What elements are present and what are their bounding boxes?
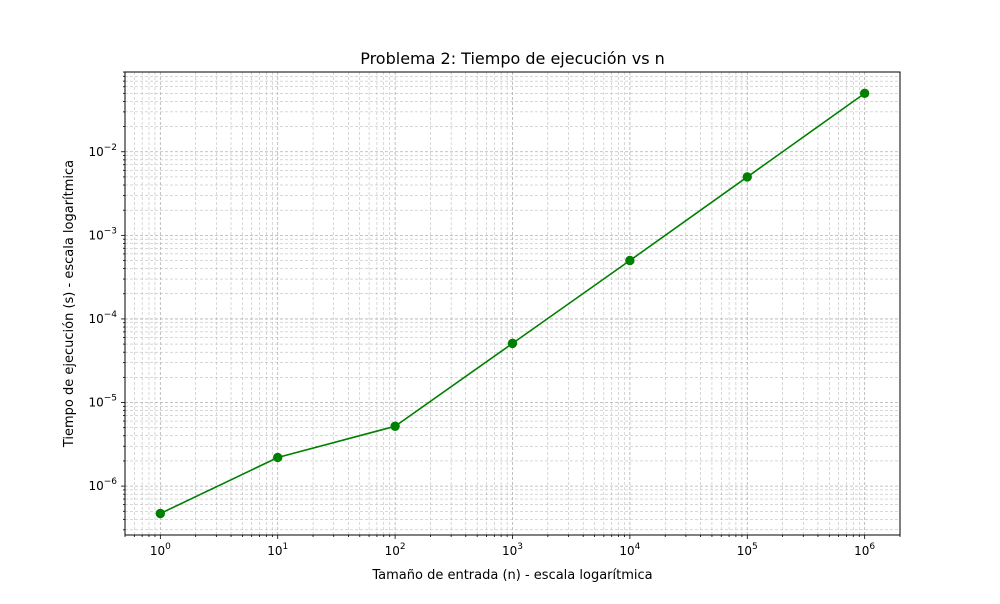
x-tick-label: 105	[737, 542, 758, 558]
plot-frame	[124, 71, 901, 536]
y-tick-label: 10−5	[88, 394, 117, 410]
x-tick-label: 104	[619, 542, 640, 558]
x-tick-label: 100	[150, 542, 171, 558]
y-tick-label: 10−3	[88, 226, 117, 242]
data-point	[742, 172, 752, 182]
data-point	[507, 338, 518, 349]
y-tick-label: 10−2	[88, 143, 117, 159]
x-tick-label: 103	[502, 542, 523, 558]
tick-labels: 100 101 102 103 104 105 106 10−6 10−5 10−4 10−3 10−…	[88, 143, 875, 558]
data-point	[155, 508, 166, 519]
series-execution-time	[155, 88, 870, 519]
y-tick-label: 10−4	[88, 310, 117, 326]
chart-title: Problema 2: Tiempo de ejecución vs n	[360, 49, 665, 68]
data-point	[390, 421, 400, 431]
x-axis-label: Tamaño de entrada (n) - escala logarítmi…	[371, 568, 652, 583]
data-point	[625, 255, 635, 266]
data-point	[273, 452, 283, 463]
y-tick-label: 10−6	[88, 477, 117, 493]
y-axis-label: Tiempo de ejecución (s) - escala logarít…	[62, 160, 77, 448]
x-tick-label: 102	[385, 542, 406, 558]
data-point	[859, 88, 870, 99]
x-tick-label: 101	[267, 542, 288, 558]
x-tick-label: 106	[854, 542, 875, 558]
